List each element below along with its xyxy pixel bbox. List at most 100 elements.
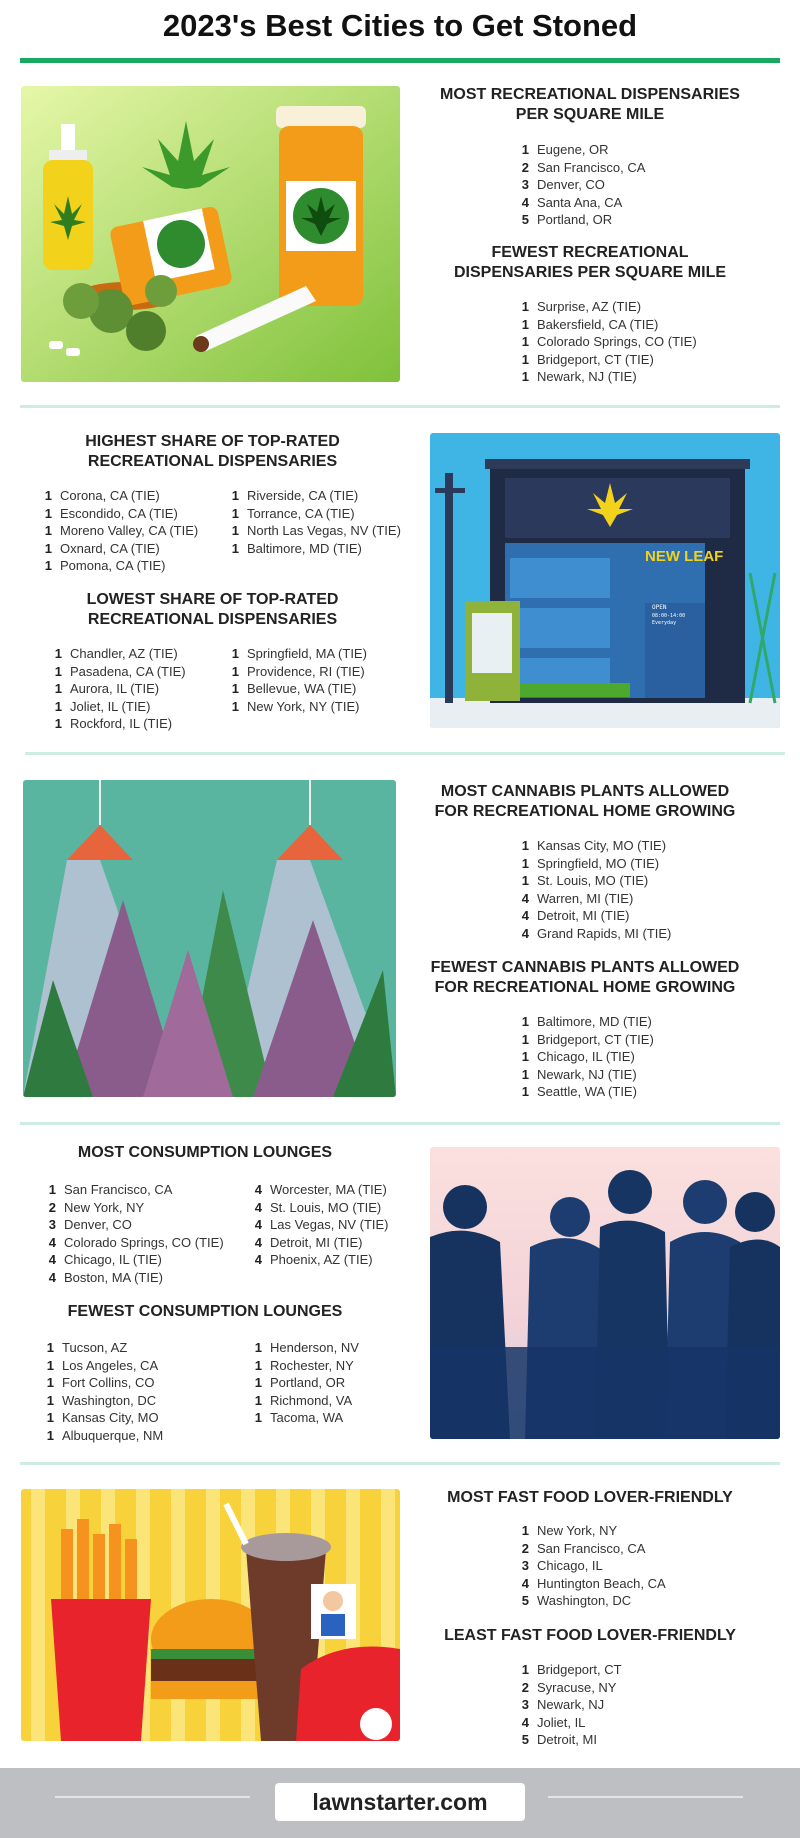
fewest-lounges-heading: FEWEST CONSUMPTION LOUNGES <box>67 1303 343 1320</box>
fast-food-illustration <box>21 1489 400 1741</box>
list-item: 1 Bridgeport, CT <box>521 1662 622 1677</box>
most-fast-food-heading: MOST FAST FOOD LOVER-FRIENDLY <box>447 1489 733 1506</box>
list-item: 1 Joliet, IL (TIE) <box>54 698 151 714</box>
list-item: 5 Washington, DC <box>521 1593 632 1608</box>
section-divider <box>20 1462 780 1465</box>
most-plants-heading: MOST CANNABIS PLANTS ALLOWED FOR RECREAT… <box>434 783 736 820</box>
list-item: 1 Aurora, IL (TIE) <box>54 681 160 696</box>
section-divider <box>20 1122 780 1125</box>
list-item: 1 Surprise, AZ (TIE) <box>521 299 642 314</box>
list-item: 1 Tacoma, WA <box>254 1410 344 1425</box>
lounge-illustration <box>430 1147 780 1439</box>
list-item: 1 Springfield, MO (TIE) <box>521 855 660 871</box>
store-days-text: Everyday <box>652 620 676 626</box>
cannabis-plants-icon <box>23 780 396 1097</box>
list-item: 1 Chandler, AZ (TIE) <box>54 646 178 661</box>
list-item: 4 Grand Rapids, MI (TIE) <box>521 925 672 941</box>
list-item: 1 Baltimore, MD (TIE) <box>231 540 362 556</box>
list-item: 4 Joliet, IL <box>521 1714 586 1730</box>
list-item: 4 Detroit, MI (TIE) <box>254 1234 363 1250</box>
list-item: 1 Corona, CA (TIE) <box>44 488 160 503</box>
list-item: 1 Moreno Valley, CA (TIE) <box>44 523 199 538</box>
list-item: 2 Syracuse, NY <box>521 1679 617 1695</box>
list-item: 3 Denver, CO <box>521 177 605 192</box>
list-item: 1 Seattle, WA (TIE) <box>521 1084 637 1099</box>
least-fast-food-heading: LEAST FAST FOOD LOVER-FRIENDLY <box>444 1627 736 1644</box>
store-hours-text: 08:00-14:00 <box>652 613 685 619</box>
list-item: 4 Santa Ana, CA <box>521 194 623 210</box>
list-item: 1 Escondido, CA (TIE) <box>44 505 178 521</box>
list-item: 4 Worcester, MA (TIE) <box>254 1182 387 1197</box>
list-item: 1 Riverside, CA (TIE) <box>231 488 359 503</box>
list-item: 1 Fort Collins, CO <box>46 1375 155 1390</box>
list-item: 1 Oxnard, CA (TIE) <box>44 540 160 556</box>
list-item: 1 Pomona, CA (TIE) <box>44 558 166 573</box>
title-underline <box>20 58 780 63</box>
most-plants-list: 1 Kansas City, MO (TIE) 1 Springfield, MO … <box>515 837 672 942</box>
page-title: 2023's Best Cities to Get Stoned <box>162 8 638 43</box>
list-item: 1 Bakersfield, CA (TIE) <box>521 316 659 332</box>
list-item: 4 Phoenix, AZ (TIE) <box>254 1252 373 1267</box>
list-item: 4 Colorado Springs, CO (TIE) <box>48 1234 224 1250</box>
store-open-text: OPEN <box>652 604 667 611</box>
list-item: 3 Denver, CO <box>48 1217 132 1232</box>
list-item: 1 Pasadena, CA (TIE) <box>54 663 186 679</box>
list-item: 1 North Las Vegas, NV (TIE) <box>231 523 401 538</box>
brand-link[interactable]: lawnstarter.com <box>275 1783 525 1821</box>
fewest-lounges-list-right: 1 Henderson, NV 1 Rochester, NY 1 Portland,… <box>248 1339 359 1427</box>
list-item: 4 Chicago, IL (TIE) <box>48 1252 162 1267</box>
list-item: 1 Springfield, MA (TIE) <box>231 646 367 661</box>
list-item: 4 St. Louis, MO (TIE) <box>254 1199 382 1215</box>
list-item: 4 Warren, MI (TIE) <box>521 890 634 906</box>
most-lounges-list-left: 1 San Francisco, CA 2 New York, NY 3 Denver… <box>42 1181 224 1286</box>
list-item: 1 Rockford, IL (TIE) <box>54 716 173 731</box>
list-item: 4 Las Vegas, NV (TIE) <box>254 1217 389 1232</box>
most-dispensaries-list: 1 Eugene, OR 2 San Francisco, CA 3 Denver, … <box>515 141 646 229</box>
fewest-plants-heading: FEWEST CANNABIS PLANTS ALLOWED FOR RECRE… <box>430 959 740 996</box>
list-item: 1 Rochester, NY <box>254 1357 354 1373</box>
list-item: 1 Colorado Springs, CO (TIE) <box>521 334 697 349</box>
list-item: 4 Boston, MA (TIE) <box>48 1269 163 1285</box>
list-item: 2 San Francisco, CA <box>521 1540 646 1556</box>
list-item: 1 San Francisco, CA <box>48 1182 173 1197</box>
highest-share-heading: HIGHEST SHARE OF TOP-RATED RECREATIONAL … <box>85 433 340 470</box>
list-item: 1 Portland, OR <box>254 1375 346 1390</box>
list-item: 4 Huntington Beach, CA <box>521 1575 666 1591</box>
fast-food-icon <box>21 1489 400 1741</box>
storefront-illustration: NEW LEAF OPEN 08:00-14:00 Everyday <box>430 433 780 728</box>
list-item: 1 Newark, NJ (TIE) <box>521 1066 637 1082</box>
list-item: 5 Detroit, MI <box>521 1732 597 1747</box>
list-item: 4 Detroit, MI (TIE) <box>521 908 630 923</box>
list-item: 1 Washington, DC <box>46 1392 157 1408</box>
list-item: 1 Albuquerque, NM <box>46 1427 164 1443</box>
most-lounges-heading: MOST CONSUMPTION LOUNGES <box>77 1144 333 1161</box>
lowest-share-list-left: 1 Chandler, AZ (TIE) 1 Pasadena, CA (TIE) … <box>48 645 186 733</box>
list-item: 1 Richmond, VA <box>254 1392 353 1408</box>
list-item: 1 Bellevue, WA (TIE) <box>231 681 357 696</box>
section-divider <box>25 752 785 755</box>
fewest-dispensaries-list: 1 Surprise, AZ (TIE) 1 Bakersfield, CA (TI… <box>515 298 697 386</box>
list-item: 1 Eugene, OR <box>521 142 609 157</box>
list-item: 1 Bridgeport, CT (TIE) <box>521 1031 654 1047</box>
lowest-share-heading: LOWEST SHARE OF TOP-RATED RECREATIONAL D… <box>86 591 339 628</box>
list-item: 5 Portland, OR <box>521 212 613 227</box>
list-item: 1 Chicago, IL (TIE) <box>521 1049 635 1064</box>
list-item: 1 Providence, RI (TIE) <box>231 663 365 679</box>
section-divider <box>20 405 780 408</box>
list-item: 1 Kansas City, MO (TIE) <box>521 838 667 853</box>
lowest-share-list-right: 1 Springfield, MA (TIE) 1 Providence, RI (… <box>225 645 367 715</box>
most-fast-food-list: 1 New York, NY 2 San Francisco, CA 3 Chicag… <box>515 1522 666 1610</box>
lounge-people-silhouette-icon <box>430 1147 780 1439</box>
fewest-dispensaries-heading: FEWEST RECREATIONAL DISPENSARIES PER SQU… <box>453 244 727 281</box>
footer-line-right <box>548 1796 743 1798</box>
list-item: 1 Newark, NJ (TIE) <box>521 369 637 384</box>
list-item: 1 Los Angeles, CA <box>46 1357 159 1373</box>
list-item: 1 St. Louis, MO (TIE) <box>521 873 649 888</box>
list-item: 1 New York, NY (TIE) <box>231 698 360 714</box>
most-lounges-list-right: 4 Worcester, MA (TIE) 4 St. Louis, MO (TIE… <box>248 1181 389 1269</box>
list-item: 3 Newark, NJ <box>521 1697 605 1712</box>
list-item: 1 Bridgeport, CT (TIE) <box>521 351 654 367</box>
least-fast-food-list: 1 Bridgeport, CT 2 Syracuse, NY 3 Newark, N… <box>515 1661 622 1749</box>
list-item: 3 Chicago, IL <box>521 1558 603 1573</box>
list-item: 2 New York, NY <box>48 1199 145 1215</box>
